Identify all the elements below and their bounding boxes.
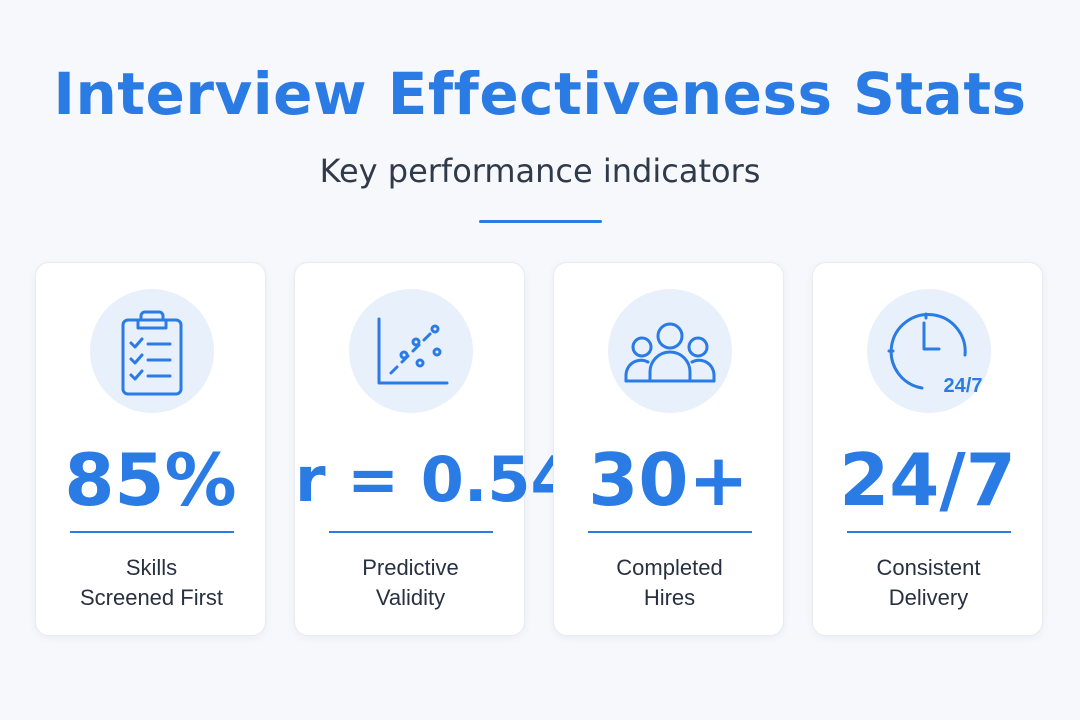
stat-card-hires: 30+ Completed Hires bbox=[553, 262, 784, 636]
stat-value: r = 0.54 bbox=[295, 443, 574, 516]
stat-label-line: Screened First bbox=[79, 585, 224, 610]
icon-caption: 24/7 bbox=[944, 375, 983, 397]
stat-label-line: Completed bbox=[616, 555, 723, 580]
icon-badge bbox=[90, 289, 214, 413]
stat-divider bbox=[70, 531, 234, 533]
stat-label: Predictive Validity bbox=[305, 553, 516, 613]
icon-badge bbox=[349, 289, 473, 413]
icon-badge: 24/7 bbox=[867, 289, 991, 413]
stat-label: Completed Hires bbox=[564, 553, 775, 613]
stat-card-validity: r = 0.54 Predictive Validity bbox=[294, 262, 574, 636]
people-group-icon bbox=[624, 322, 716, 383]
stat-label-line: Hires bbox=[643, 585, 696, 610]
stat-label: Consistent Delivery bbox=[823, 553, 1034, 613]
stat-value: 24/7 bbox=[839, 438, 1016, 522]
clipboard-checklist-icon bbox=[121, 310, 183, 396]
stat-label-line: Delivery bbox=[888, 585, 969, 610]
page-title: Interview Effectiveness Stats bbox=[53, 60, 1027, 128]
title-divider bbox=[479, 220, 602, 223]
clock-24-7-icon: 24/7 bbox=[887, 312, 983, 397]
stat-label-line: Consistent bbox=[876, 555, 981, 580]
stat-card-skills: 85% Skills Screened First bbox=[35, 262, 266, 636]
stat-label-line: Skills bbox=[125, 555, 178, 580]
scatter-plot-icon bbox=[377, 317, 449, 385]
stat-label-line: Predictive bbox=[362, 555, 459, 580]
stat-card-delivery: 24/7 24/7 Consistent Delivery bbox=[812, 262, 1043, 636]
icon-badge bbox=[608, 289, 732, 413]
stat-divider bbox=[847, 531, 1011, 533]
stat-divider bbox=[329, 531, 493, 533]
stat-value: 85% bbox=[64, 438, 237, 522]
stat-label: Skills Screened First bbox=[46, 553, 257, 613]
stat-label-line: Validity bbox=[375, 585, 446, 610]
stat-value: 30+ bbox=[588, 438, 749, 522]
page-subtitle: Key performance indicators bbox=[319, 152, 761, 190]
stat-divider bbox=[588, 531, 752, 533]
